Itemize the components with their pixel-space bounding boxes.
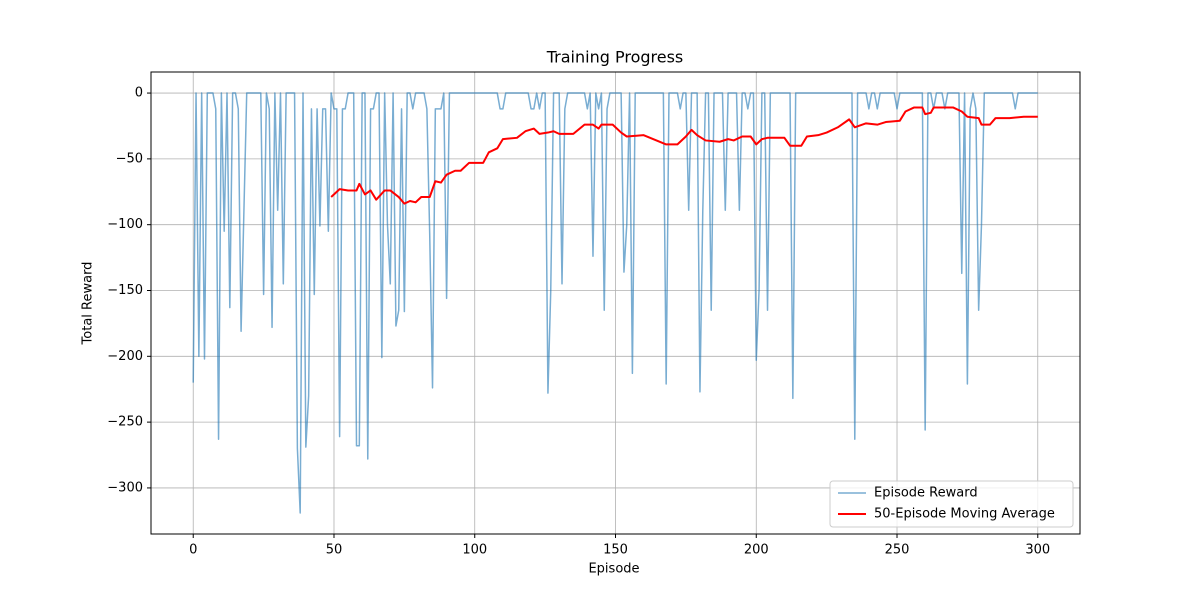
x-tick-label: 250 [885,543,910,558]
y-axis-label: Total Reward [81,262,96,346]
y-tick-label: −100 [107,217,143,232]
y-tick-label: −50 [116,151,143,166]
series-line [330,106,1038,205]
series-line [192,92,1038,514]
x-tick-label: 50 [326,543,343,558]
y-tick-label: 0 [135,86,143,101]
x-tick-label: 150 [603,543,628,558]
y-tick-label: −250 [107,415,143,430]
y-tick-label: −200 [107,349,143,364]
y-tick-label: −150 [107,283,143,298]
legend-box [829,480,1074,528]
legend: Episode Reward 50-Episode Moving Average [829,480,1074,528]
y-tick-label: −300 [107,480,143,495]
x-axis-label: Episode [588,562,639,577]
legend-label: Episode Reward [874,486,978,501]
chart-title: Training Progress [546,48,684,67]
x-tick-label: 100 [462,543,487,558]
plot-frame [150,71,1081,535]
x-tick-label: 200 [744,543,769,558]
x-tick-label: 0 [189,543,197,558]
legend-label: 50-Episode Moving Average [874,507,1055,522]
x-tick-label: 300 [1025,543,1050,558]
